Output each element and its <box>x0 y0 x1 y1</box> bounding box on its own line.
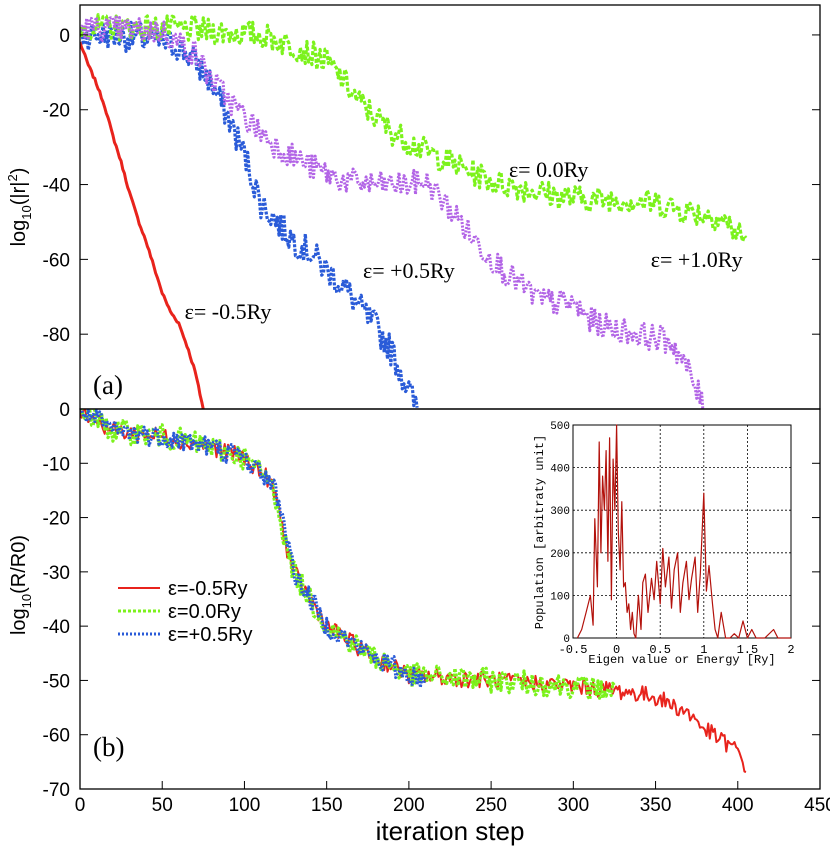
inset-series-population <box>576 424 791 639</box>
panel-b: 0-10-20-30-40-50-60-70 0 50 100 150 200 250 30… <box>8 400 830 846</box>
panel-a-series-4 <box>80 15 705 409</box>
panel-a-series-1 <box>80 41 205 409</box>
legend: ε=-0.5Ry ε=0.0Ry ε=+0.5Ry <box>118 578 253 646</box>
panel-b-series <box>80 409 747 773</box>
inset-y-tick-label: 0 <box>563 634 570 646</box>
panel-b-x-tick-label: 50 <box>152 795 173 816</box>
inset-x-tick-label: 1.5 <box>737 643 759 657</box>
panel-b-frame <box>79 408 821 790</box>
panel-b-y-tick-label: -10 <box>43 454 70 475</box>
panel-a-annotation-1: ε= -0.5Ry <box>185 299 272 324</box>
panel-a: 0 -20 -40 -60 -80 ε= -0.5Ry ε= +0.5Ry ε= 0.0Ry… <box>5 4 821 410</box>
inset-x-tick-label: 0.5 <box>649 643 671 657</box>
panel-b-y-tick-label: -30 <box>43 563 70 584</box>
panel-b-label: (b) <box>93 732 124 762</box>
panel-a-y-tick-label: -40 <box>43 176 70 197</box>
inset-y-tick-label: 400 <box>550 464 570 476</box>
panel-b-y-ticks: 0 -10 -20 -30 -40 -50 -60 -70 <box>43 400 820 801</box>
legend-label-blue: ε=+0.5Ry <box>168 624 253 646</box>
panel-b-x-tick-label: 300 <box>557 795 589 816</box>
legend-label-red: ε=-0.5Ry <box>168 578 248 600</box>
inset-x-tick-label: 0 <box>613 643 620 657</box>
panel-b-x-tick-label: 400 <box>722 795 754 816</box>
panel-b-y-tick-label: -60 <box>43 726 70 747</box>
panel-a-annotation-2: ε= +0.5Ry <box>363 258 455 283</box>
inset-ylabel: Population [arbitraty unit] <box>533 435 547 629</box>
panel-b-ylabel: log10(R/R0) <box>8 535 34 635</box>
panel-a-y-ticks: 0 -20 -40 -60 -80 <box>43 26 820 346</box>
panel-b-xlabel: iteration step <box>376 816 525 846</box>
panel-a-y-tick-label: -20 <box>43 101 70 122</box>
panel-b-y-tick-label: 0 <box>59 400 70 421</box>
inset-series <box>576 424 791 639</box>
panel-b-series-3 <box>80 409 427 689</box>
panel-a-label: (a) <box>93 370 123 400</box>
panel-b-y-tick-label: -20 <box>43 509 70 530</box>
panel-a-annotation-4: ε= +1.0Ry <box>651 247 743 272</box>
panel-a-y-tick-label: -80 <box>43 325 70 346</box>
panel-a-ylabel: log10(|r|2) <box>5 168 34 247</box>
panel-a-annotation-3: ε= 0.0Ry <box>509 157 588 182</box>
panel-b-y-tick-label: -40 <box>43 617 70 638</box>
panel-a-series-2 <box>80 20 419 408</box>
panel-a-series-3 <box>80 13 748 243</box>
panel-b-y-tick-label: -70 <box>43 780 70 801</box>
panel-b-x-tick-label: 250 <box>475 795 507 816</box>
panel-b-y-tick-label: -50 <box>43 671 70 692</box>
inset-x-tick-label: 2 <box>787 643 794 657</box>
panel-b-x-tick-label: 100 <box>229 795 261 816</box>
inset-x-tick-label: 1 <box>700 643 707 657</box>
panel-b-x-tick-label: 0 <box>75 795 86 816</box>
panel-b-x-tick-label: 150 <box>311 795 343 816</box>
panel-b-x-tick-label: 450 <box>804 795 830 816</box>
inset-y-tick-label: 100 <box>550 591 570 603</box>
panel-b-x-tick-label: 200 <box>393 795 425 816</box>
inset-y-tick-label: 500 <box>550 421 570 433</box>
panel-a-y-tick-label: -60 <box>43 250 70 271</box>
panel-a-y-tick-label: 0 <box>59 26 70 47</box>
inset-y-tick-label: 200 <box>550 549 570 561</box>
panel-b-x-tick-label: 350 <box>640 795 672 816</box>
inset-xlabel: Eigen value or Energy [Ry] <box>588 653 775 667</box>
panel-a-series <box>80 13 748 409</box>
inset-x-tick-label: -0.5 <box>559 643 588 657</box>
panel-a-annotations: ε= -0.5Ry ε= +0.5Ry ε= 0.0Ry ε= +1.0Ry <box>185 157 743 324</box>
inset-y-tick-label: 300 <box>550 506 570 518</box>
panel-b-x-ticks: 0 50 100 150 200 250 300 350 400 450 <box>75 781 830 816</box>
legend-label-green: ε=0.0Ry <box>168 601 241 623</box>
